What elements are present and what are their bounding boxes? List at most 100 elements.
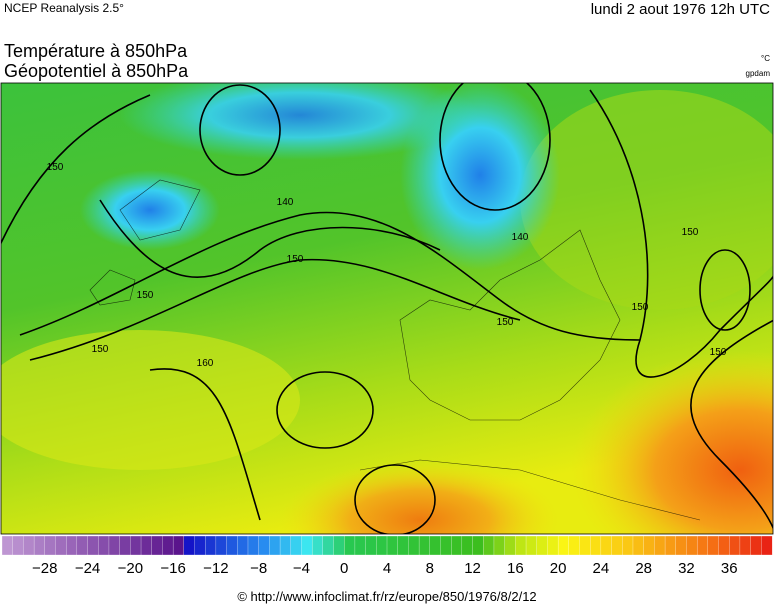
colorbar-cell — [247, 535, 260, 556]
contour-labels: 150 140 150 150 150 140 160 150 150 150 150 — [47, 162, 727, 369]
colorbar-cell — [718, 535, 730, 556]
title-line: Température à 850hPa — [4, 41, 188, 61]
colorbar-tick-label: −20 — [118, 560, 143, 577]
credit: © http://www.infoclimat.fr/rz/europe/850… — [237, 589, 536, 604]
colorbar-cell — [525, 535, 538, 556]
contour-label: 160 — [197, 358, 214, 369]
colorbar-cell — [461, 535, 474, 556]
colorbar-tick-label: −12 — [203, 560, 228, 577]
colorbar-cell — [761, 535, 773, 556]
colorbar-cell — [333, 535, 345, 556]
colorbar-tick-label: −24 — [75, 560, 100, 577]
colorbar-tick-label: 28 — [635, 560, 652, 577]
colorbar-cell — [408, 535, 420, 556]
colorbar-tick-label: 20 — [550, 560, 567, 577]
colorbar-cell — [23, 535, 35, 556]
source: NCEP Reanalysis 2.5° — [4, 1, 124, 15]
colorbar-cell — [87, 535, 99, 556]
colorbar-cell — [354, 535, 367, 556]
colorbar-cell — [493, 535, 506, 556]
colorbar-cell — [632, 535, 645, 556]
colorbar-tick-label: −8 — [250, 560, 267, 577]
colorbar-cell — [55, 535, 67, 556]
colorbar-cell — [172, 535, 185, 556]
colorbar-tick-label: 4 — [383, 560, 391, 577]
colorbar-cell — [418, 535, 431, 556]
colorbar-cell — [750, 535, 762, 556]
colorbar-cell — [12, 535, 24, 556]
colorbar-cell — [215, 535, 228, 556]
contour-label: 150 — [497, 317, 514, 328]
colorbar-cell — [258, 535, 270, 556]
colorbar-cell — [664, 535, 677, 556]
colorbar-tick-label: 32 — [678, 560, 695, 577]
colorbar-cell — [696, 535, 709, 556]
colorbar-cell — [140, 535, 153, 556]
colorbar-cell — [707, 535, 719, 556]
colorbar-cell — [515, 535, 527, 556]
colorbar-tick-label: 16 — [507, 560, 524, 577]
colorbar-cell — [33, 535, 46, 556]
colorbar-cell — [183, 535, 195, 556]
colorbar-cell — [76, 535, 89, 556]
colorbar-cell — [344, 535, 356, 556]
colorbar-cell — [205, 535, 217, 556]
colorbar-cell — [386, 535, 399, 556]
colorbar-cell — [547, 535, 559, 556]
colorbar-cell — [108, 535, 121, 556]
colorbar-cell — [130, 535, 142, 556]
colorbar-cell — [279, 535, 292, 556]
colorbar-tick-label: −4 — [293, 560, 310, 577]
colorbar-cell — [194, 535, 206, 556]
colorbar-cell — [290, 535, 302, 556]
unit-label: gpdam — [746, 69, 771, 78]
colorbar-cell — [376, 535, 388, 556]
colorbar-cell — [590, 535, 602, 556]
colorbar-tick-label: 0 — [340, 560, 348, 577]
colorbar-cell — [269, 535, 281, 556]
colorbar-cell — [611, 535, 623, 556]
contour-label: 140 — [512, 232, 529, 243]
contour-label: 150 — [710, 347, 727, 358]
colorbar-cell — [568, 535, 580, 556]
colorbar-cell — [472, 535, 484, 556]
colorbar-cell — [557, 535, 570, 556]
colorbar-cell — [311, 535, 324, 556]
colorbar-cell — [675, 535, 687, 556]
colorbar-cell — [66, 535, 78, 556]
contour-label: 150 — [47, 162, 64, 173]
colorbar-cell — [622, 535, 634, 556]
colorbar-cell — [429, 535, 441, 556]
colorbar-cell — [451, 535, 463, 556]
contour-label: 150 — [632, 302, 649, 313]
contour-label: 140 — [277, 197, 294, 208]
colorbar-cell — [237, 535, 249, 556]
colorbar-tick-label: 12 — [464, 560, 481, 577]
colorbar-cell — [98, 535, 110, 556]
colorbar-cell — [686, 535, 698, 556]
contour-label: 150 — [287, 254, 304, 265]
colorbar-cell — [579, 535, 591, 556]
colorbar-tick-label: 8 — [426, 560, 434, 577]
colorbar-cell — [739, 535, 752, 556]
colorbar-cell — [365, 535, 377, 556]
colorbar-cell — [151, 535, 163, 556]
colorbar-tick-label: 24 — [593, 560, 610, 577]
colorbar-cell — [397, 535, 409, 556]
colorbar-cell — [162, 535, 174, 556]
colorbar-cell — [322, 535, 334, 556]
unit-label: °C — [761, 54, 770, 63]
colorbar — [1, 535, 773, 556]
contour-label: 150 — [137, 290, 154, 301]
colorbar-cell — [654, 535, 666, 556]
colorbar-ticks: −28 −24 −20 −16 −12 −8 −4 0 4 8 12 16 20 24 28 32 36 — [32, 560, 738, 577]
colorbar-cell — [1, 535, 14, 556]
colorbar-cell — [301, 535, 313, 556]
contour-label: 150 — [92, 344, 109, 355]
colorbar-cell — [44, 535, 56, 556]
colorbar-cell — [440, 535, 452, 556]
colorbar-tick-label: −16 — [160, 560, 185, 577]
colorbar-cell — [504, 535, 516, 556]
